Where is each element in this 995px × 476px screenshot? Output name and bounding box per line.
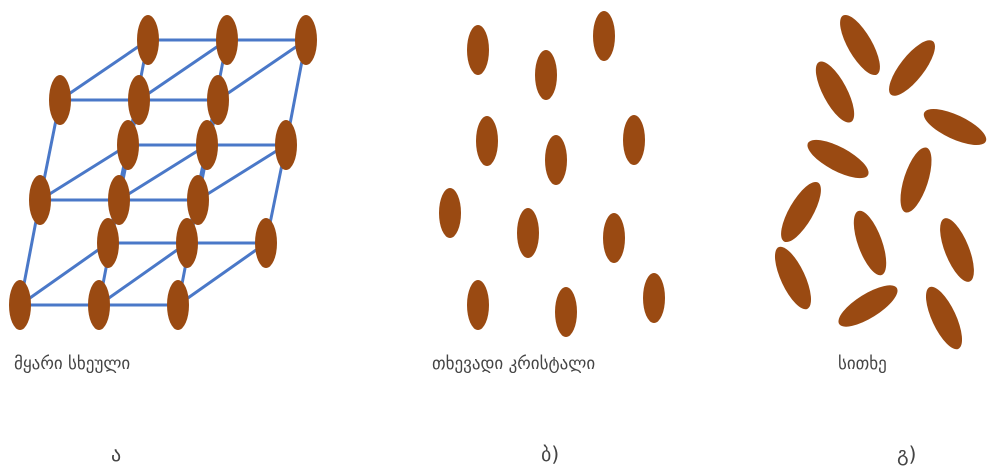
- panel-letter-b: ბ): [541, 442, 560, 466]
- solid-particle: [167, 280, 189, 330]
- liquid-particle: [807, 139, 869, 179]
- liquid-crystal-particle: [545, 135, 567, 185]
- liquid-crystal-particles: [439, 11, 665, 337]
- solid-particle: [295, 15, 317, 65]
- liquid-particle: [889, 40, 935, 96]
- liquid-particle: [940, 218, 974, 282]
- solid-particle: [9, 280, 31, 330]
- liquid-particle: [838, 285, 898, 327]
- solid-particle: [88, 280, 110, 330]
- solid-particle: [176, 218, 198, 268]
- liquid-crystal-particle: [439, 188, 461, 238]
- solid-particles: [9, 15, 317, 330]
- liquid-particle: [781, 181, 821, 243]
- liquid-particle: [815, 61, 855, 123]
- lattice-edge: [18, 241, 110, 307]
- panel-letter-g: გ): [897, 442, 917, 466]
- solid-particle: [128, 75, 150, 125]
- liquid-crystal-particle: [603, 213, 625, 263]
- liquid-crystal-particle: [643, 273, 665, 323]
- solid-particle: [49, 75, 71, 125]
- solid-particle: [97, 218, 119, 268]
- liquid-particle: [840, 14, 880, 76]
- liquid-crystal-particle: [623, 115, 645, 165]
- solid-particle: [187, 175, 209, 225]
- lattice-edge: [97, 241, 189, 307]
- solid-particle: [255, 218, 277, 268]
- solid-particle: [275, 120, 297, 170]
- lattice-edge: [176, 241, 268, 307]
- solid-particle: [117, 120, 139, 170]
- solid-particle: [207, 75, 229, 125]
- liquid-particle: [900, 147, 932, 213]
- lattice-edge: [58, 38, 150, 102]
- lattice-edge: [137, 38, 229, 102]
- liquid-crystal-particle: [467, 25, 489, 75]
- solid-particle: [216, 15, 238, 65]
- solid-particle: [196, 120, 218, 170]
- lattice-edge: [196, 143, 288, 202]
- liquid-particle: [925, 286, 963, 350]
- liquid-crystal-particle: [555, 287, 577, 337]
- solid-particle: [29, 175, 51, 225]
- liquid-particle: [853, 210, 887, 276]
- lattice-edge: [38, 143, 130, 202]
- solid-particle: [108, 175, 130, 225]
- liquid-particle: [774, 246, 812, 310]
- liquid-crystal-particle: [517, 208, 539, 258]
- caption-liquid: სითხე: [838, 354, 887, 374]
- liquid-crystal-particle: [535, 50, 557, 100]
- liquid-crystal-particle: [593, 11, 615, 61]
- liquid-particle: [923, 108, 987, 146]
- liquid-crystal-particle: [476, 116, 498, 166]
- panel-letter-a: ა: [111, 442, 122, 466]
- lattice-edge: [117, 143, 209, 202]
- liquid-particles: [774, 14, 987, 350]
- lattice-edge: [216, 38, 308, 102]
- solid-particle: [137, 15, 159, 65]
- caption-liquid-crystal: თხევადი კრისტალი: [432, 354, 596, 374]
- liquid-crystal-particle: [467, 280, 489, 330]
- caption-solid: მყარი სხეული: [14, 354, 131, 374]
